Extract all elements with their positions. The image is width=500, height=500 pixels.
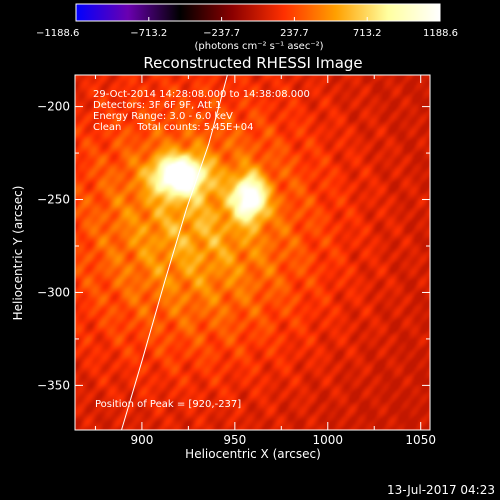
- x-tick-label: 900: [130, 433, 153, 447]
- reconstructed-image: [75, 75, 430, 430]
- colorbar-tick-label: 713.2: [353, 28, 382, 39]
- x-tick-label: 950: [223, 433, 246, 447]
- y-axis-label: Heliocentric Y (arcsec): [11, 186, 25, 321]
- x-tick-label: 1050: [405, 433, 436, 447]
- annotation-energy-range: Energy Range: 3.0 - 6.0 keV: [93, 111, 233, 122]
- colorbar-tick-label: 237.7: [280, 28, 309, 39]
- timestamp: 13-Jul-2017 04:23: [387, 483, 495, 497]
- y-tick-label: −200: [37, 100, 70, 114]
- annotation-counts: Clean Total counts: 5.45E+04: [93, 122, 253, 133]
- annotation-detectors: Detectors: 3F 6F 9F, Att 1: [93, 100, 221, 111]
- chart-title: Reconstructed RHESSI Image: [143, 54, 362, 72]
- colorbar-tick-label: 1188.6: [423, 28, 458, 39]
- colorbar-tick-label: −713.2: [130, 28, 167, 39]
- solar-limb-line: [121, 75, 228, 430]
- colorbar-unit-label: (photons cm⁻² s⁻¹ asec⁻²): [194, 41, 323, 52]
- plot-frame: [74, 74, 431, 431]
- y-tick-label: −350: [37, 378, 70, 392]
- colorbar: [75, 3, 441, 22]
- colorbar-tick-label: −1188.6: [36, 28, 79, 39]
- x-axis-label: Heliocentric X (arcsec): [185, 447, 321, 461]
- colorbar-ticks: −1188.6 −713.2 −237.7 237.7 713.2 1188.6: [36, 17, 458, 39]
- x-tick-label: 1000: [313, 433, 344, 447]
- y-tick-label: −250: [37, 193, 70, 207]
- colorbar-tick-label: −237.7: [203, 28, 240, 39]
- axis-ticks: 900 950 1000 1050 −200 −250 −300 −350: [37, 75, 436, 447]
- y-tick-label: −300: [37, 285, 70, 299]
- peak-position-label: Position of Peak = [920,-237]: [95, 399, 241, 410]
- annotation-time-range: 29-Oct-2014 14:28:08.000 to 14:38:08.000: [93, 89, 310, 100]
